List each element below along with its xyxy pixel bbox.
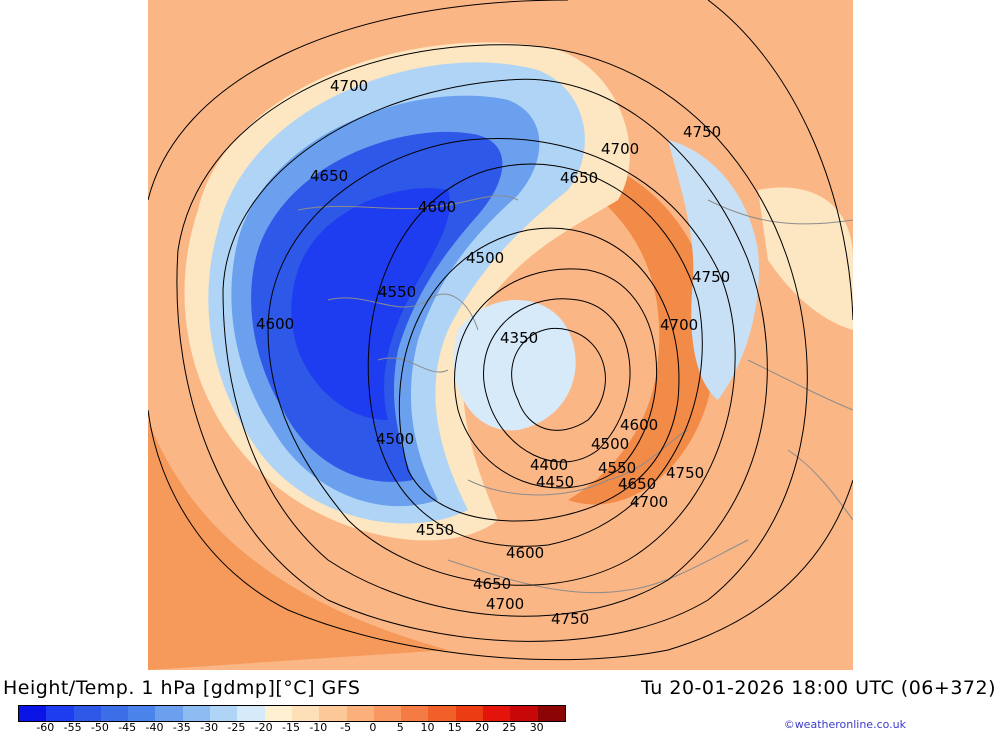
contour-label: 4650 — [310, 167, 348, 185]
contour-label: 4650 — [473, 575, 511, 593]
contour-label: 4700 — [601, 140, 639, 158]
color-scale-tick-label: -20 — [254, 721, 273, 734]
color-scale-tick-label: 10 — [420, 721, 435, 734]
source-credit-link[interactable]: ©weatheronline.co.uk — [783, 718, 906, 731]
map-canvas: 4700 4650 4600 4550 4500 4600 4350 4500 … — [148, 0, 853, 670]
color-scale-cell — [182, 706, 211, 721]
contour-label: 4500 — [591, 435, 629, 453]
color-scale-cell — [455, 706, 484, 721]
color-scale-cell — [346, 706, 374, 721]
contour-label: 4700 — [660, 316, 698, 334]
contour-label: 4750 — [692, 268, 730, 286]
color-scale-cell — [210, 706, 238, 721]
cold-region-east — [668, 140, 759, 400]
color-scale-tick-label: -30 — [200, 721, 219, 734]
color-scale-cell — [100, 706, 129, 721]
cold-region-deepest — [291, 188, 450, 420]
contour-label: 4600 — [256, 315, 294, 333]
color-scale-tick-label: -10 — [309, 721, 328, 734]
color-scale-cell — [291, 706, 320, 721]
contour-label: 4600 — [506, 544, 544, 562]
contour-label: 4750 — [666, 464, 704, 482]
contour-label: 4750 — [551, 610, 589, 628]
color-scale-tick-label: -15 — [282, 721, 300, 734]
contour-label: 4650 — [560, 169, 598, 187]
contour-label: 4600 — [620, 416, 658, 434]
color-scale-tick-label: 0 — [369, 721, 377, 734]
contour-label: 4550 — [416, 521, 454, 539]
contour-label: 4650 — [618, 475, 656, 493]
contour-lines — [148, 0, 853, 661]
color-scale-cell — [319, 706, 347, 721]
color-scale-tick-label: -35 — [172, 721, 191, 734]
color-scale-tick-label: -45 — [118, 721, 137, 734]
weather-map: 4700 4650 4600 4550 4500 4600 4350 4500 … — [148, 0, 853, 670]
contour-label: 4600 — [418, 198, 456, 216]
color-scale-tick-label: -25 — [227, 721, 246, 734]
contour-label-layer: 4700 4650 4600 4550 4500 4600 4350 4500 … — [256, 77, 730, 628]
color-scale-cell — [537, 706, 565, 721]
contour-label: 4450 — [536, 473, 574, 491]
color-scale-cell — [401, 706, 429, 721]
warm-region-southwest — [148, 420, 448, 670]
map-title: Height/Temp. 1 hPa [gdmp][°C] GFS — [3, 677, 361, 699]
color-scale-cell — [19, 706, 47, 721]
color-scale-tick-label: -40 — [145, 721, 164, 734]
color-scale-tick-label: -60 — [36, 721, 55, 734]
contour-label: 4550 — [598, 459, 636, 477]
forecast-datetime: Tu 20-01-2026 18:00 UTC (06+372) — [641, 677, 996, 699]
color-scale-tick-label: -50 — [90, 721, 109, 734]
color-scale-cell — [128, 706, 156, 721]
color-scale-cell — [237, 706, 265, 721]
contour-label: 4500 — [466, 249, 504, 267]
color-scale-tick-label: -5 — [340, 721, 352, 734]
contour-label: 4500 — [376, 430, 414, 448]
contour-label: 4750 — [683, 123, 721, 141]
color-scale-tick-label: -55 — [63, 721, 82, 734]
contour-label: 4700 — [486, 595, 524, 613]
contour-label: 4700 — [330, 77, 368, 95]
contour-label: 4550 — [378, 283, 416, 301]
low-centre-region — [453, 300, 576, 431]
color-scale-tick-label: 15 — [447, 721, 462, 734]
color-scale-cell — [73, 706, 101, 721]
color-scale-tick-label: 25 — [502, 721, 517, 734]
color-scale-tick-label: 5 — [396, 721, 404, 734]
color-scale-tick-label: 20 — [475, 721, 490, 734]
color-scale-cell — [46, 706, 74, 721]
color-scale-cell — [428, 706, 456, 721]
color-scale-cell — [483, 706, 511, 721]
color-scale-cell — [264, 706, 292, 721]
contour-label: 4400 — [530, 456, 568, 474]
contour-label: 4350 — [500, 329, 538, 347]
warm-region-east — [528, 160, 716, 505]
color-scale-cell — [155, 706, 183, 721]
color-scale-cell — [373, 706, 402, 721]
color-scale-ticks: -60 -55 -50 -45 -40 -35 -30 -25 -20 -15 -10 -5 0 5 10 1… — [18, 721, 578, 734]
contour-label: 4700 — [630, 493, 668, 511]
color-scale-tick-label: 30 — [529, 721, 544, 734]
color-scale-cell — [510, 706, 538, 721]
color-scale-bar — [18, 705, 566, 722]
